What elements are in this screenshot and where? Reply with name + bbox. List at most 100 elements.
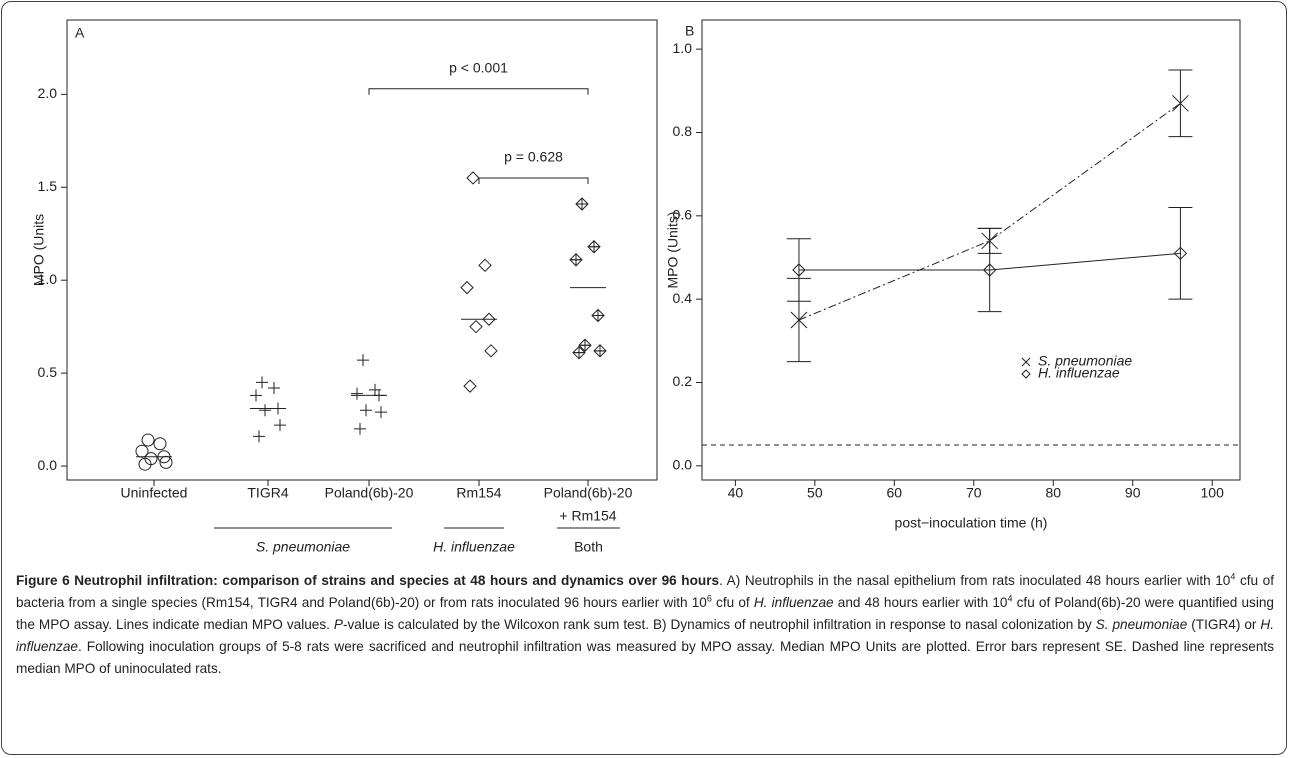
marker-diamond [466, 171, 480, 185]
y-tick-label: 0.0 [673, 457, 693, 473]
category-note: + Rm154 [559, 508, 616, 524]
point [268, 382, 280, 394]
marker-diamond [484, 344, 498, 358]
marker-diamond [792, 263, 806, 277]
error-bar [786, 238, 811, 302]
y-axis-label: MPO (Units [31, 214, 47, 286]
caption: Figure 6 Neutrophil infiltration: compar… [16, 570, 1274, 680]
annotation: p = 0.628 [504, 149, 563, 165]
marker-plus [357, 354, 369, 367]
caption-run: Figure 6 Neutrophil infiltration: compar… [16, 573, 720, 588]
point [375, 406, 387, 419]
x-tick-label: Rm154 [456, 485, 501, 501]
y-axis-label: MPO (Units) [665, 212, 681, 289]
marker-diamond [569, 253, 583, 267]
marker-diamond [1173, 246, 1188, 261]
marker-plus [588, 240, 600, 253]
point [153, 437, 167, 451]
point [1173, 246, 1188, 261]
point [463, 379, 477, 393]
marker-diamond [478, 258, 492, 273]
marker-plus [250, 389, 262, 402]
marker-plus [259, 404, 271, 417]
caption-run: H. influenzae [16, 617, 1274, 654]
caption-run: 6 [706, 593, 712, 604]
error-bar [977, 227, 1002, 313]
point [469, 319, 483, 334]
y-tick-label: 0.5 [38, 364, 58, 380]
point [578, 338, 592, 352]
caption-run: S. pneumoniae [1095, 617, 1188, 632]
marker-diamond [469, 319, 483, 334]
group-label: Both [574, 539, 603, 555]
point [1021, 357, 1031, 367]
point [575, 197, 589, 211]
panel-letter: A [75, 25, 85, 41]
marker-plus [375, 406, 387, 419]
caption-run: 4 [1007, 593, 1013, 604]
marker-diamond [482, 312, 496, 326]
annotation: p < 0.001 [449, 59, 508, 75]
x-tick-label: Poland(6b)-20 [325, 485, 414, 501]
point [982, 263, 997, 277]
error-bar [1168, 207, 1193, 300]
marker-diamond [982, 263, 997, 277]
y-tick-label: 0.4 [673, 290, 693, 306]
point [351, 387, 363, 400]
group-label: H. influenzae [433, 539, 515, 555]
marker-plus [579, 339, 591, 352]
legend-label: S. pneumoniae [1038, 353, 1132, 369]
x-tick-label: 70 [966, 485, 982, 501]
point [1172, 94, 1189, 112]
marker-x [1172, 94, 1189, 112]
point [792, 263, 806, 277]
point [587, 240, 601, 254]
caption-run: -value is calculated by the Wilcoxon ran… [342, 617, 1096, 632]
marker-plus [573, 346, 585, 359]
caption-run: H. influenzae [753, 595, 834, 610]
caption-run: P [333, 617, 343, 632]
group-label: S. pneumoniae [256, 539, 350, 555]
point [478, 258, 492, 273]
marker-plus [256, 376, 268, 389]
caption-run: cfu of [711, 595, 754, 610]
point [256, 376, 268, 389]
point [466, 171, 480, 185]
point [482, 312, 496, 326]
point [460, 280, 474, 295]
y-tick-label: 0.8 [673, 123, 693, 139]
marker-circle [141, 433, 155, 447]
marker-x [790, 311, 808, 329]
marker-circle [138, 457, 152, 471]
point [593, 344, 607, 358]
y-tick-label: 2.0 [38, 85, 58, 101]
marker-plus [360, 404, 372, 417]
y-tick-label: 1.0 [673, 40, 693, 56]
marker-circle [153, 437, 167, 451]
x-tick-label: 80 [1045, 485, 1061, 501]
x-tick-label: TIGR4 [247, 485, 288, 501]
marker-plus [253, 430, 265, 443]
marker-plus [592, 309, 604, 322]
marker-diamond [460, 280, 474, 295]
marker-plus [594, 344, 606, 357]
marker-plus [354, 422, 366, 435]
marker-plus [576, 198, 588, 210]
bracket [368, 88, 589, 95]
y-tick-label: 1.5 [38, 178, 58, 194]
point [250, 389, 262, 402]
point [253, 430, 265, 443]
caption-run: cfu of Poland(6b)-20 were quantified usi… [16, 595, 1274, 632]
point [274, 419, 286, 432]
y-tick-label: 0.2 [673, 373, 693, 389]
marker-diamond [1021, 369, 1031, 379]
point [259, 404, 271, 417]
y-tick-label: 1.0 [38, 271, 58, 287]
marker-x [1021, 357, 1031, 367]
caption-run: 4 [1230, 571, 1236, 582]
point [790, 311, 808, 329]
caption-run: and 48 hours earlier with 10 [833, 595, 1008, 610]
point [572, 345, 586, 360]
caption-run: . A) Neutrophils in the nasal epithelium… [719, 573, 1231, 588]
